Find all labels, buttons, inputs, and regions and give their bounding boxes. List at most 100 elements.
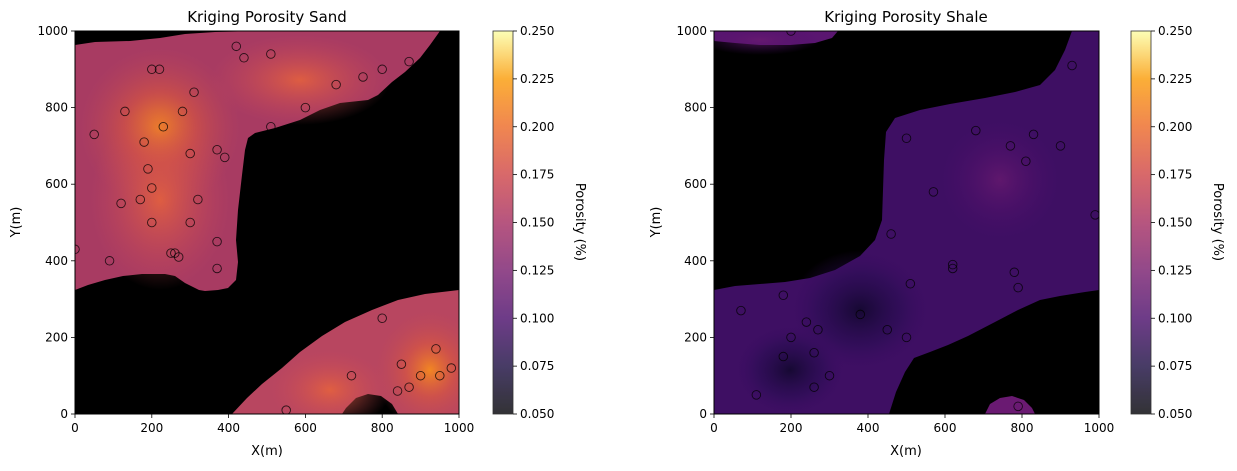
sample-point [266,49,276,59]
sample-point [331,79,341,90]
shale-colorbar-label: Porosity (%) [1210,183,1225,261]
colorbar-tick-label: 0.250 [520,24,554,38]
sample-point [239,53,249,63]
colorbar-tick-label: 0.075 [1158,359,1192,373]
sample-point [778,351,789,362]
x-tick-label: 600 [934,421,957,435]
sample-point [300,102,311,113]
x-tick-label: 0 [710,421,718,435]
shale-heatmap [714,31,1099,414]
sample-point [185,148,195,159]
shale-y-axis: 0 200 400 600 800 1000 [676,24,714,421]
sand-colorbar [492,30,514,415]
sample-point [1067,60,1077,71]
x-tick-label: 600 [294,421,317,435]
y-tick-label: 600 [45,177,68,191]
sample-point [947,263,958,274]
sample-point [905,279,916,289]
sample-point [824,370,835,381]
shale-sample-points [736,31,1099,412]
sample-point [886,229,896,239]
y-tick-label: 0 [60,407,68,421]
sample-point [166,248,176,258]
sample-point [346,370,357,381]
sand-chart: Kriging Porosity Sand 0 200 400 600 800 1000 … [9,8,587,459]
sand-title: Kriging Porosity Sand [187,8,347,26]
sample-point [392,386,403,396]
sand-x-label: X(m) [251,444,283,459]
sample-point [435,370,445,381]
shale-shading [714,31,1060,414]
sample-point [1090,210,1099,220]
sample-point [158,121,169,132]
sample-point [185,217,195,228]
sample-point [147,64,157,75]
sample-point [147,183,157,193]
sample-point [736,305,746,316]
sample-point [120,106,130,117]
sand-heatmap [75,31,459,414]
sample-point [377,64,387,75]
y-tick-label: 800 [45,101,68,115]
sample-point [189,87,199,98]
colorbar-tick-label: 0.050 [1158,407,1192,421]
sample-point [1013,401,1023,412]
colorbar-tick-label: 0.225 [520,72,554,86]
sample-point [1005,141,1016,151]
sample-point [415,370,426,381]
sample-point [855,309,866,320]
y-tick-label: 1000 [676,24,707,38]
sand-y-axis: 0 200 400 600 800 1000 [37,24,75,421]
x-tick-label: 200 [780,421,803,435]
sample-point [809,382,819,392]
y-tick-label: 200 [45,330,68,344]
sample-point [116,198,126,209]
sample-point [882,324,893,335]
sample-point [212,144,222,155]
sample-point [89,129,99,140]
sample-point [177,106,188,117]
y-tick-label: 200 [684,330,707,344]
x-tick-label: 800 [371,421,394,435]
sample-point [446,363,457,373]
colorbar-tick-label: 0.200 [520,120,554,134]
sample-point [971,125,981,136]
colorbar-tick-label: 0.200 [1158,120,1192,134]
colorbar-tick-label: 0.125 [1158,263,1192,277]
y-tick-label: 400 [684,254,707,268]
sample-point [404,382,414,392]
colorbar-tick-label: 0.100 [520,311,554,325]
x-tick-label: 400 [217,421,240,435]
x-tick-label: 200 [140,421,163,435]
sample-point [266,121,276,132]
colorbar-tick-label: 0.250 [1158,24,1192,38]
y-tick-label: 600 [684,177,707,191]
sand-x-axis: 0 200 400 600 800 1000 [71,414,474,435]
sample-point [220,152,230,163]
sample-point [377,313,387,324]
sample-point [1021,156,1031,166]
y-tick-label: 0 [699,407,707,421]
sample-point [809,347,819,358]
colorbar-tick-label: 0.150 [1158,216,1192,230]
sample-point [901,133,912,143]
sand-sample-points [75,41,457,414]
shale-y-label: Y(m) [649,207,664,239]
shale-x-axis: 0 200 400 600 800 1000 [710,414,1114,435]
sample-point [212,236,222,247]
colorbar-tick-label: 0.175 [520,168,554,182]
sample-point [431,344,441,354]
shale-bottom-bump [985,396,1035,414]
sample-point [212,263,222,274]
sample-point [173,252,184,262]
sample-point [193,194,203,205]
sand-y-label: Y(m) [9,207,24,239]
sample-point [901,332,912,343]
colorbar-tick-label: 0.100 [1158,311,1192,325]
x-tick-label: 1000 [444,421,475,435]
shale-x-label: X(m) [890,444,922,459]
sample-point [139,137,149,147]
sand-hotspots [80,35,459,414]
sample-point [358,72,368,82]
